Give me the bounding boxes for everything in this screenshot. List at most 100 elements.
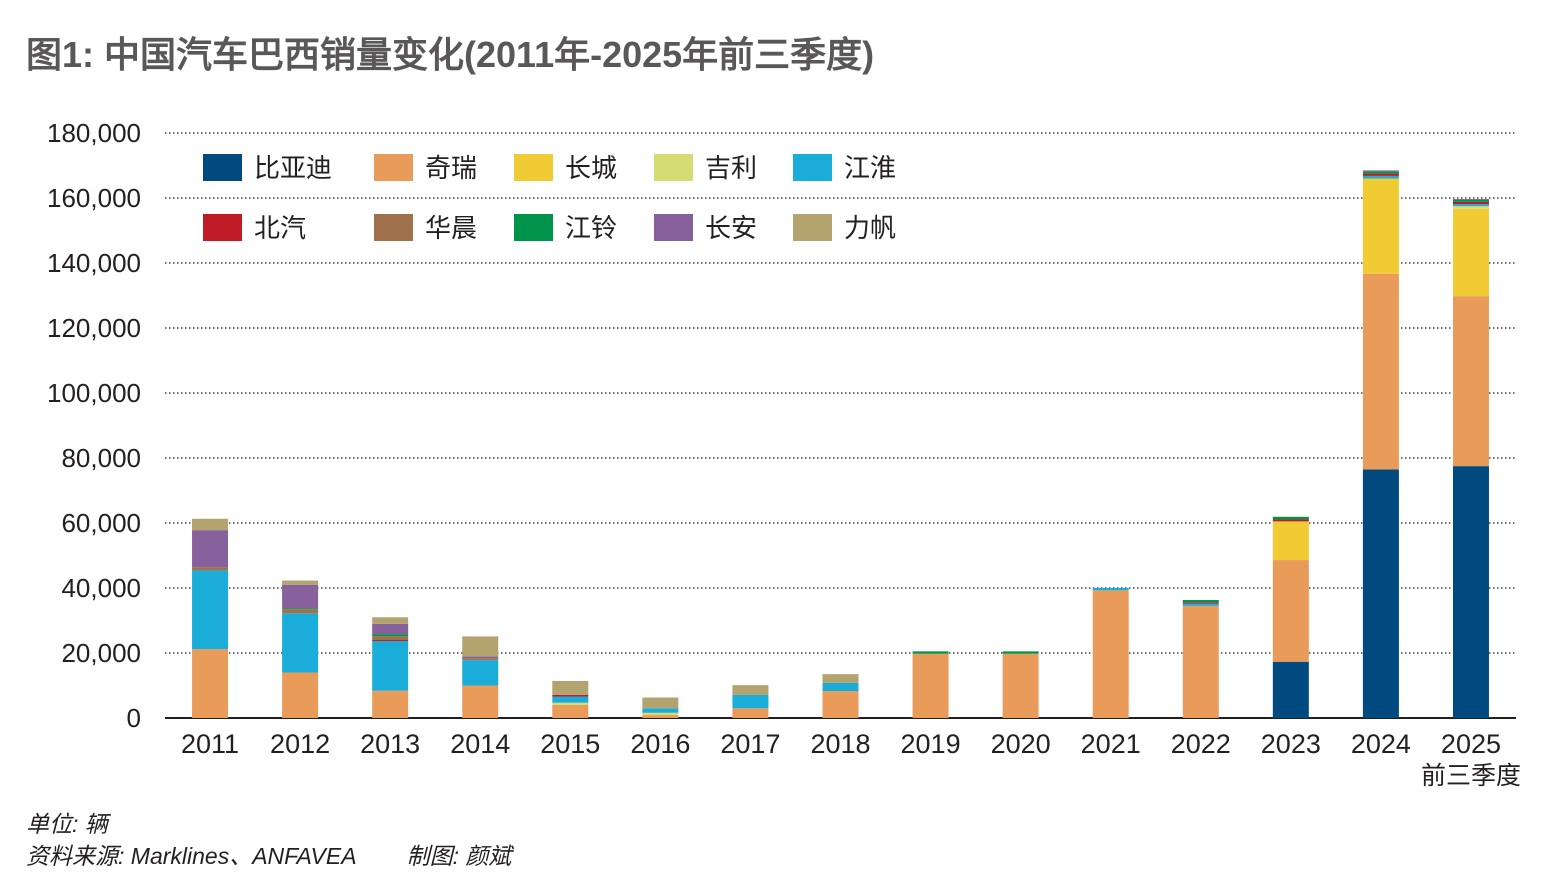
- bar-segment: [1092, 588, 1129, 591]
- bar-segment: [1362, 171, 1399, 174]
- legend-label: 吉利: [705, 153, 757, 183]
- bar-segment: [462, 660, 499, 686]
- bar-segment: [282, 609, 319, 614]
- gridlines: [165, 132, 1516, 719]
- x-tick-label: 2021: [1081, 729, 1141, 759]
- legend-label: 长安: [705, 213, 757, 243]
- legend-item: 比亚迪: [203, 153, 332, 183]
- legend-item: 力帆: [793, 213, 896, 243]
- bar-segment: [192, 567, 229, 571]
- legend-swatch: [654, 214, 693, 241]
- x-axis: 2011 2012 2013 2014 2015 2016 2017 2018 2019 2020…: [181, 729, 1521, 790]
- legend-label: 力帆: [844, 213, 896, 243]
- bar-stack: [462, 636, 499, 718]
- legend-swatch: [793, 214, 832, 241]
- legend-item: 长城: [514, 153, 617, 183]
- bar-segment: [552, 705, 589, 718]
- bar-stack: [642, 697, 679, 718]
- bar-segment: [192, 649, 229, 718]
- x-tick-label: 2017: [720, 729, 780, 759]
- legend-label: 江铃: [565, 213, 617, 243]
- bar-segment: [642, 697, 679, 709]
- legend-swatch: [374, 154, 413, 181]
- bar-stack: [822, 674, 859, 718]
- bar-segment: [1452, 201, 1489, 205]
- bar-segment: [282, 672, 319, 718]
- x-tick-label: 2024: [1351, 729, 1411, 759]
- x-tick-label: 2025: [1441, 729, 1501, 759]
- y-tick-label: 120,000: [47, 313, 141, 343]
- bar-segment: [462, 685, 499, 718]
- bar-segment: [1452, 206, 1489, 209]
- legend-label: 北汽: [254, 213, 306, 243]
- bar-segment: [1452, 466, 1489, 718]
- legend-item: 北汽: [203, 213, 306, 243]
- y-tick-label: 40,000: [61, 573, 141, 603]
- x-tick-label: 2012: [270, 729, 330, 759]
- bar-segment: [1362, 178, 1399, 274]
- legend-swatch: [374, 214, 413, 241]
- y-tick-label: 160,000: [47, 183, 141, 213]
- bar-segment: [372, 690, 409, 718]
- x-tick-label: 2023: [1261, 729, 1321, 759]
- legend-item: 奇瑞: [374, 153, 477, 183]
- bar-segment: [1272, 516, 1309, 520]
- bar-stack: [1182, 600, 1219, 718]
- bar-segment: [282, 613, 319, 673]
- bar-stack: [1362, 170, 1399, 718]
- legend-swatch: [203, 154, 242, 181]
- legend-swatch: [514, 154, 553, 181]
- bar-segment: [372, 640, 409, 641]
- bar-segment: [372, 617, 409, 624]
- bar-stack: [732, 685, 769, 718]
- legend-item: 长安: [654, 213, 757, 243]
- bar-segment: [822, 682, 859, 692]
- x-tick-label: 2019: [901, 729, 961, 759]
- y-tick-label: 180,000: [47, 118, 141, 148]
- bar-stack: [1092, 588, 1129, 718]
- bar-segment: [912, 653, 949, 718]
- bar-segment: [282, 580, 319, 585]
- bar-segment: [1362, 469, 1399, 718]
- bar-segment: [552, 680, 589, 695]
- y-tick-label: 20,000: [61, 638, 141, 668]
- bar-segment: [1182, 603, 1219, 606]
- x-tick-sublabel: 前三季度: [1421, 762, 1521, 790]
- legend-label: 长城: [565, 153, 617, 183]
- bar-stack: [1002, 651, 1039, 718]
- chart-title: 图1: 中国汽车巴西销量变化(2011年-2025年前三季度): [26, 34, 875, 75]
- legend-item: 江铃: [514, 213, 617, 243]
- bar-segment: [1182, 605, 1219, 718]
- legend-label: 江淮: [844, 153, 896, 183]
- x-tick-label: 2020: [991, 729, 1051, 759]
- bar-segment: [372, 636, 409, 640]
- bar-segment: [1452, 296, 1489, 467]
- bar-segment: [1182, 602, 1219, 604]
- legend-label: 华晨: [425, 213, 477, 243]
- bar-segment: [372, 634, 409, 637]
- bar-segment: [462, 658, 499, 661]
- bar-segment: [1452, 208, 1489, 297]
- bars: [192, 170, 1489, 718]
- bar-segment: [732, 708, 769, 718]
- bar-stack: [1272, 516, 1309, 718]
- bar-stack: [912, 651, 949, 718]
- bar-stack: [372, 617, 409, 718]
- bar-segment: [552, 696, 589, 703]
- bar-segment: [1362, 170, 1399, 172]
- source-note: 资料来源: Marklines、ANFAVEA 制图: 颜斌: [26, 837, 511, 871]
- bar-segment: [1272, 661, 1309, 718]
- bar-segment: [1092, 590, 1129, 718]
- bar-segment: [192, 530, 229, 568]
- y-tick-label: 80,000: [61, 443, 141, 473]
- x-tick-label: 2013: [360, 729, 420, 759]
- legend-swatch: [793, 154, 832, 181]
- bar-segment: [912, 651, 949, 654]
- bar-segment: [1272, 560, 1309, 662]
- bar-stack: [192, 518, 229, 718]
- legend-swatch: [203, 214, 242, 241]
- legend-label: 奇瑞: [425, 153, 477, 183]
- bar-stack: [552, 680, 589, 718]
- bar-segment: [1002, 651, 1039, 654]
